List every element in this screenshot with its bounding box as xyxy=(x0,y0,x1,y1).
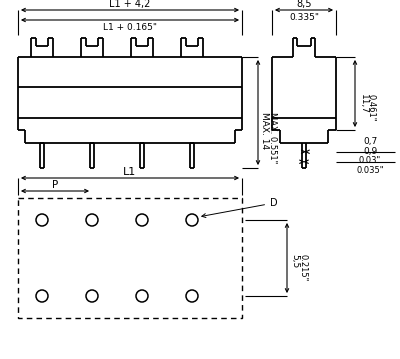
Bar xyxy=(18,198,242,318)
Text: MAX. 0.551": MAX. 0.551" xyxy=(268,112,278,164)
Text: L1: L1 xyxy=(123,167,137,177)
Text: 5,5: 5,5 xyxy=(290,254,300,268)
Text: L1 + 4,2: L1 + 4,2 xyxy=(109,0,151,9)
Text: 0.335": 0.335" xyxy=(289,14,319,23)
Text: 0.035": 0.035" xyxy=(356,166,384,175)
Text: 8,5: 8,5 xyxy=(296,0,312,9)
Text: 0.461": 0.461" xyxy=(366,93,376,121)
Text: 0.215": 0.215" xyxy=(298,254,308,281)
Text: 11,7: 11,7 xyxy=(358,93,368,113)
Text: D: D xyxy=(202,198,278,218)
Text: 0,7: 0,7 xyxy=(363,137,377,146)
Text: L1 + 0.165": L1 + 0.165" xyxy=(103,23,157,33)
Text: 0.03": 0.03" xyxy=(359,156,381,165)
Text: MAX. 14: MAX. 14 xyxy=(260,112,270,150)
Text: P: P xyxy=(52,180,58,190)
Text: 0,9: 0,9 xyxy=(363,147,377,156)
